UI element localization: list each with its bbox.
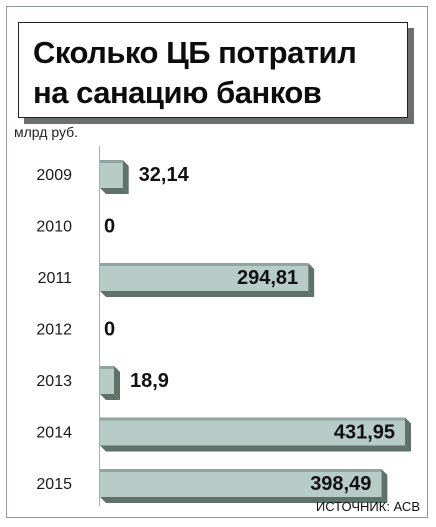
- bar-side-2009: [122, 160, 129, 194]
- bar-2014: [100, 417, 411, 452]
- bar-2015: [100, 469, 388, 503]
- bar-highlight-2014: [100, 417, 405, 421]
- category-label-2014: 2014: [36, 425, 72, 442]
- bar-2009: [100, 160, 129, 194]
- bar-bottom-2013: [100, 394, 120, 400]
- bar-face-2014: [100, 417, 405, 446]
- chart-frame: [6, 6, 428, 518]
- value-label-2013: 18,9: [130, 370, 169, 392]
- category-label-2012: 2012: [36, 322, 72, 339]
- unit-label: млрд руб.: [14, 124, 79, 140]
- value-label-2011: 294,81: [237, 267, 298, 289]
- bar-highlight-2015: [100, 469, 382, 472]
- bar-side-2013: [114, 366, 120, 400]
- bar-side-2014: [405, 417, 411, 452]
- bar-bottom-2011: [100, 291, 315, 297]
- chart-title-line-1: Сколько ЦБ потратил: [33, 35, 357, 70]
- bar-face-2009: [100, 160, 123, 188]
- source-note: ИСТОЧНИК: АСВ: [315, 499, 420, 514]
- category-label-2013: 2013: [36, 373, 72, 390]
- category-label-2015: 2015: [36, 476, 72, 493]
- bar-face-2011: [100, 263, 309, 291]
- value-label-2010: 0: [104, 216, 115, 238]
- category-label-2009: 2009: [36, 167, 72, 184]
- bar-face-2015: [100, 469, 382, 497]
- value-axis-line: [99, 146, 100, 506]
- bar-highlight-2011: [100, 263, 309, 266]
- value-label-2009: 32,14: [139, 164, 190, 186]
- bar-2013: [100, 366, 120, 400]
- bar-2011: [100, 263, 315, 297]
- bar-bottom-2015: [100, 497, 388, 503]
- value-label-2012: 0: [104, 319, 115, 341]
- category-label-2011: 2011: [38, 270, 73, 287]
- bar-bottom-2009: [100, 188, 129, 194]
- title-box: Сколько ЦБ потратил на санацию банков: [18, 22, 408, 118]
- value-label-2014: 431,95: [334, 422, 395, 444]
- value-label-2015: 398,49: [310, 473, 371, 495]
- bar-highlight-2013: [100, 366, 114, 369]
- bar-highlight-2009: [100, 160, 123, 163]
- bar-face-2013: [100, 366, 114, 394]
- bar-bottom-2014: [100, 445, 411, 452]
- bar-side-2011: [308, 263, 315, 297]
- category-label-2010: 2010: [36, 219, 72, 236]
- bar-side-2015: [381, 469, 388, 503]
- chart-title-line-2: на санацию банков: [33, 75, 322, 110]
